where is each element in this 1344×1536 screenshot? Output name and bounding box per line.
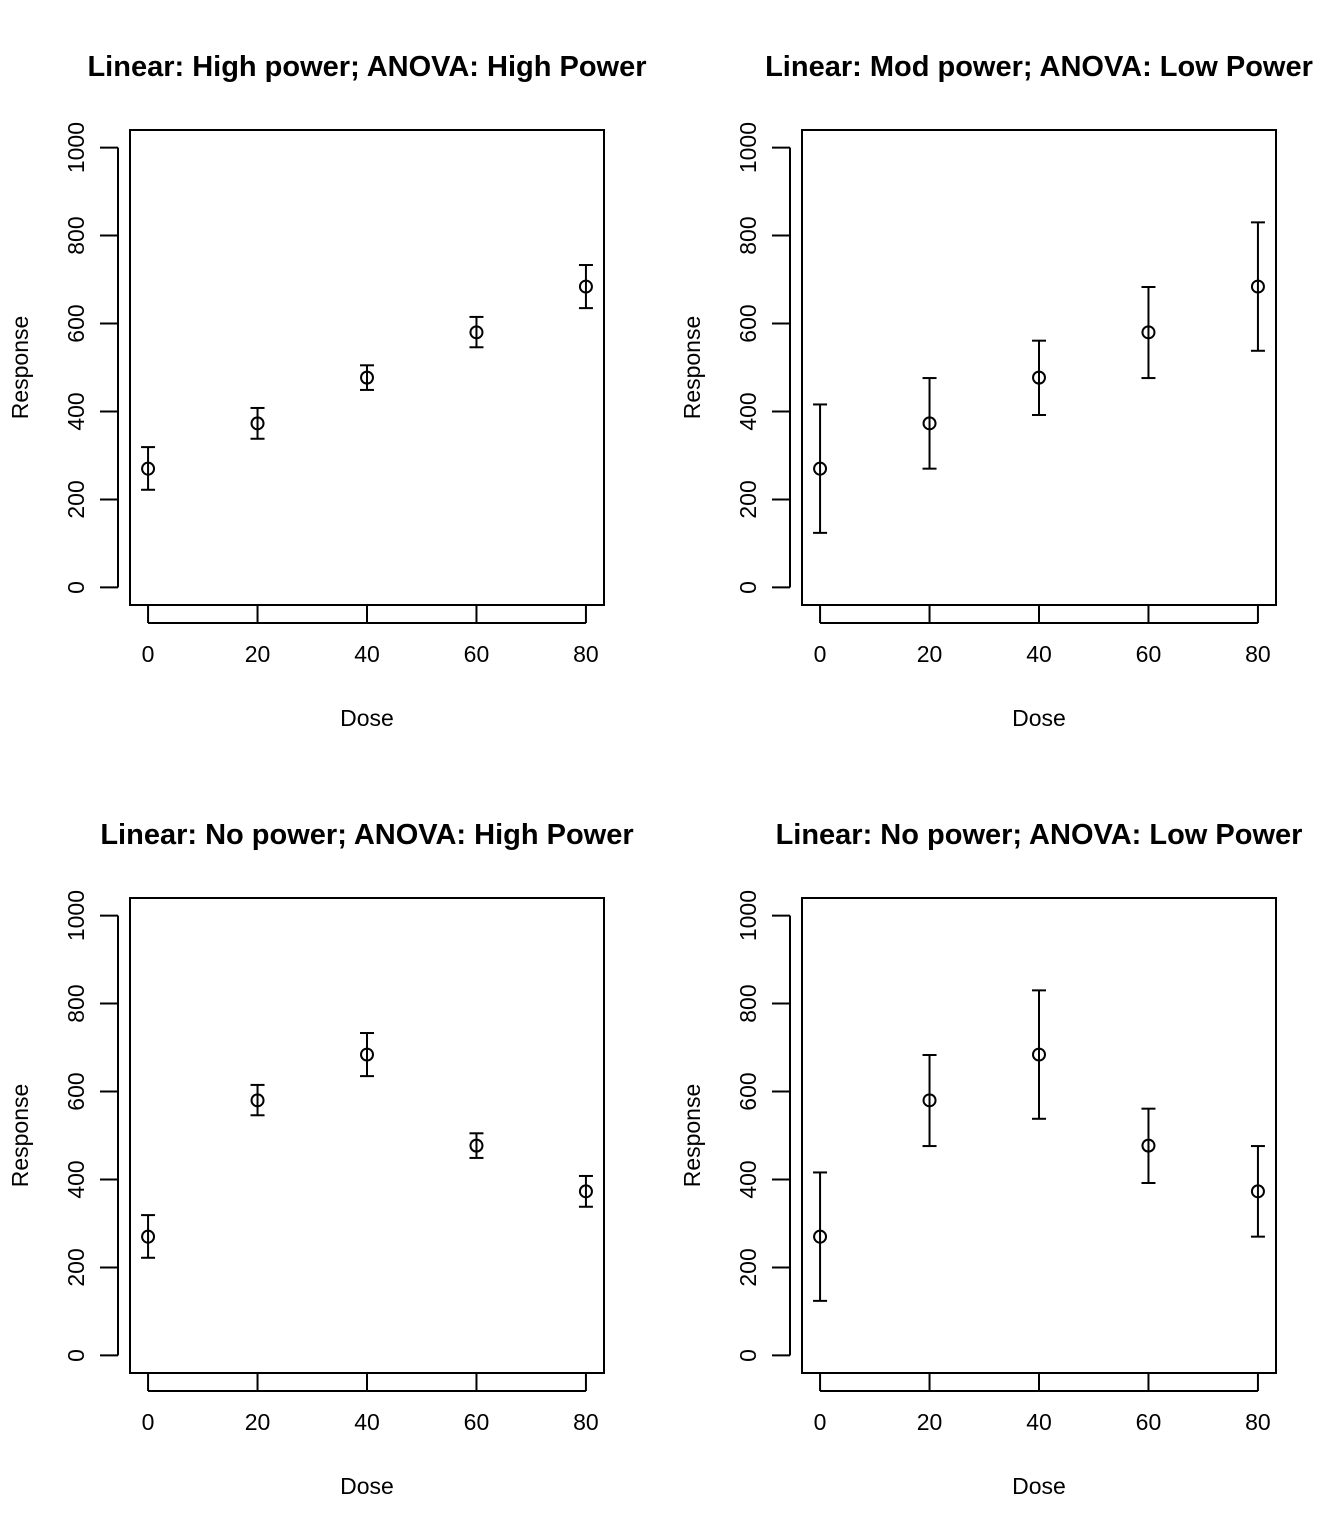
y-tick-label: 600 (63, 1072, 89, 1110)
x-axis-label: Dose (1012, 1473, 1066, 1499)
y-tick-label: 1000 (63, 122, 89, 173)
data-point (250, 1093, 265, 1108)
data-point (360, 370, 374, 385)
data-point (578, 279, 593, 294)
chart-panel-1: Linear: High power; ANOVA: High Power 0 20… (7, 51, 647, 731)
chart-title: Linear: No power; ANOVA: High Power (100, 819, 633, 851)
y-tick-label: 800 (735, 216, 761, 254)
chart-title: Linear: Mod power; ANOVA: Low Power (765, 51, 1313, 83)
y-axis-label: Response (679, 316, 705, 420)
chart-title: Linear: High power; ANOVA: High Power (87, 51, 646, 83)
x-tick-label: 60 (1136, 1409, 1162, 1435)
chart-panel-2: Linear: Mod power; ANOVA: Low Power 0 20 40… (679, 51, 1313, 731)
x-axis-label: Dose (1012, 705, 1066, 731)
y-axis-label: Response (7, 1084, 33, 1188)
data-point (1032, 370, 1046, 385)
chart-title: Linear: No power; ANOVA: Low Power (776, 819, 1303, 851)
data-point (469, 325, 484, 340)
data-point (1250, 1184, 1265, 1199)
x-tick-label: 20 (245, 1409, 271, 1435)
data-point (813, 1229, 828, 1244)
x-tick-label: 60 (1136, 641, 1162, 667)
y-tick-label: 0 (63, 1349, 89, 1362)
data-point (469, 1138, 484, 1153)
x-tick-label: 0 (814, 641, 827, 667)
y-tick-label: 400 (63, 1160, 89, 1198)
y-tick-label: 1000 (735, 122, 761, 173)
x-tick-label: 80 (573, 641, 599, 667)
y-tick-label: 1000 (735, 890, 761, 941)
plot-frame (129, 129, 605, 606)
y-tick-label: 0 (735, 581, 761, 594)
x-tick-label: 40 (354, 641, 380, 667)
x-tick-label: 40 (354, 1409, 380, 1435)
plot-frame (129, 897, 605, 1374)
y-tick-label: 200 (63, 1248, 89, 1286)
y-tick-label: 1000 (63, 890, 89, 941)
y-tick-label: 800 (63, 216, 89, 254)
data-point (141, 1229, 156, 1244)
y-tick-label: 400 (735, 1160, 761, 1198)
y-tick-label: 200 (735, 1248, 761, 1286)
y-tick-label: 200 (735, 480, 761, 518)
x-tick-label: 40 (1026, 641, 1052, 667)
data-point (813, 461, 828, 476)
y-axis-label: Response (679, 1084, 705, 1188)
data-point (250, 416, 265, 431)
data-point (1141, 1138, 1156, 1153)
plot-frame (801, 897, 1277, 1374)
x-tick-label: 80 (573, 1409, 599, 1435)
x-tick-label: 60 (464, 1409, 490, 1435)
x-tick-label: 80 (1245, 641, 1271, 667)
data-point (922, 416, 937, 431)
x-tick-label: 20 (245, 641, 271, 667)
plot-frame (801, 129, 1277, 606)
x-tick-label: 0 (142, 641, 155, 667)
y-tick-label: 400 (63, 392, 89, 430)
y-tick-label: 600 (63, 304, 89, 342)
x-tick-label: 20 (917, 1409, 943, 1435)
chart-panel-4: Linear: No power; ANOVA: Low Power 0 20 40 6… (679, 819, 1302, 1499)
y-axis-label: Response (7, 316, 33, 420)
chart-panel-3: Linear: No power; ANOVA: High Power 0 20 40… (7, 819, 634, 1499)
y-tick-label: 400 (735, 392, 761, 430)
y-tick-label: 200 (63, 480, 89, 518)
y-tick-label: 0 (63, 581, 89, 594)
x-axis-label: Dose (340, 705, 394, 731)
data-point (1032, 1047, 1046, 1062)
y-tick-label: 800 (735, 984, 761, 1022)
x-tick-label: 20 (917, 641, 943, 667)
x-axis-label: Dose (340, 1473, 394, 1499)
x-tick-label: 0 (142, 1409, 155, 1435)
data-point (922, 1093, 937, 1108)
data-point (578, 1184, 593, 1199)
data-point (1250, 279, 1265, 294)
data-point (1141, 325, 1156, 340)
x-tick-label: 0 (814, 1409, 827, 1435)
data-point (141, 461, 156, 476)
data-point (360, 1047, 374, 1062)
y-tick-label: 600 (735, 1072, 761, 1110)
x-tick-label: 80 (1245, 1409, 1271, 1435)
y-tick-label: 600 (735, 304, 761, 342)
y-tick-label: 800 (63, 984, 89, 1022)
x-tick-label: 60 (464, 641, 490, 667)
y-tick-label: 0 (735, 1349, 761, 1362)
x-tick-label: 40 (1026, 1409, 1052, 1435)
